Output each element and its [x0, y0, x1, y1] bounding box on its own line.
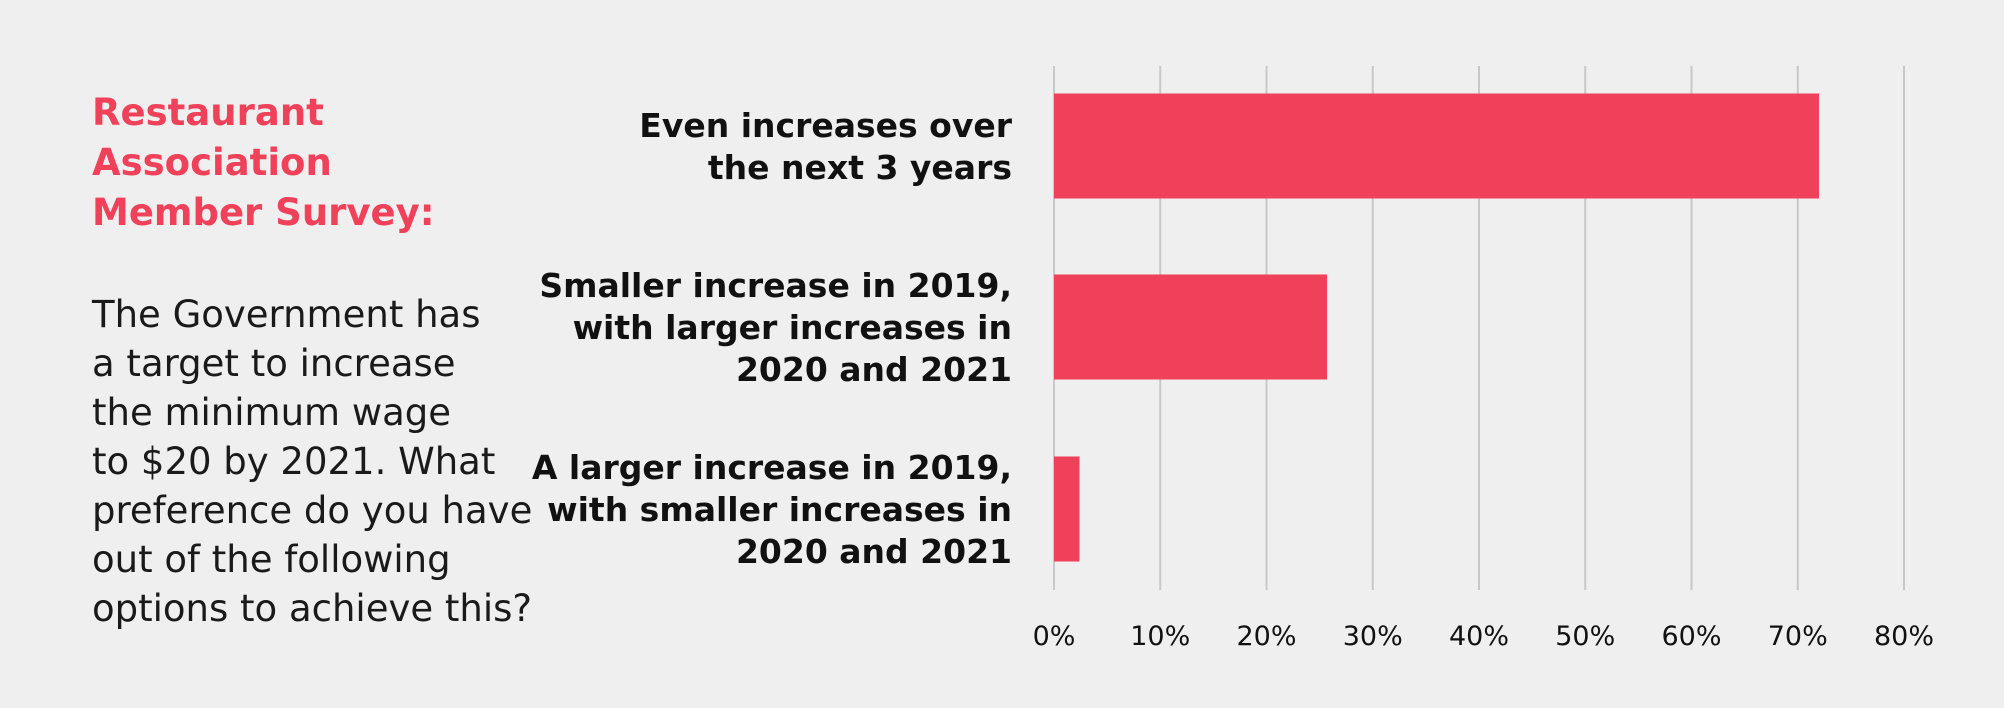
category-label: Even increases over the next 3 years — [639, 106, 1012, 187]
survey-question: The Government has a target to increase … — [92, 293, 533, 630]
x-tick-label: 40% — [1449, 621, 1509, 652]
category-labels: Even increases over the next 3 years Small… — [532, 106, 1013, 571]
x-tick-label: 70% — [1768, 621, 1828, 652]
x-tick-label: 30% — [1343, 621, 1403, 652]
bar — [1054, 274, 1328, 380]
x-tick-label: 80% — [1874, 621, 1934, 652]
category-label: A larger increase in 2019, with smaller i… — [532, 448, 1012, 571]
category-label: Smaller increase in 2019, with larger inc… — [539, 266, 1012, 389]
survey-title: Restaurant Association Member Survey: — [92, 91, 435, 234]
category-label-line: Smaller increase in 2019, — [539, 266, 1012, 305]
category-label-line: 2020 and 2021 — [736, 350, 1012, 389]
category-label-line: the next 3 years — [708, 148, 1012, 187]
x-tick-label: 60% — [1661, 621, 1721, 652]
category-label-line: Even increases over — [639, 106, 1012, 145]
bar — [1054, 93, 1819, 199]
category-label-line: with smaller increases in — [547, 490, 1012, 529]
category-label-line: A larger increase in 2019, — [532, 448, 1012, 487]
x-tick-label: 50% — [1555, 621, 1615, 652]
survey-intro: Restaurant Association Member Survey: Th… — [92, 88, 542, 633]
bar — [1054, 456, 1080, 562]
x-tick-label: 10% — [1130, 621, 1190, 652]
category-label-line: 2020 and 2021 — [736, 532, 1012, 571]
x-tick-label: 0% — [1033, 621, 1076, 652]
x-tick-label: 20% — [1236, 621, 1296, 652]
x-axis-tick-labels: 0% 10% 20% 30% 40% 50% 60% 70% 80% — [1033, 621, 1934, 652]
category-label-line: with larger increases in — [573, 308, 1012, 347]
bars — [1054, 93, 1819, 562]
